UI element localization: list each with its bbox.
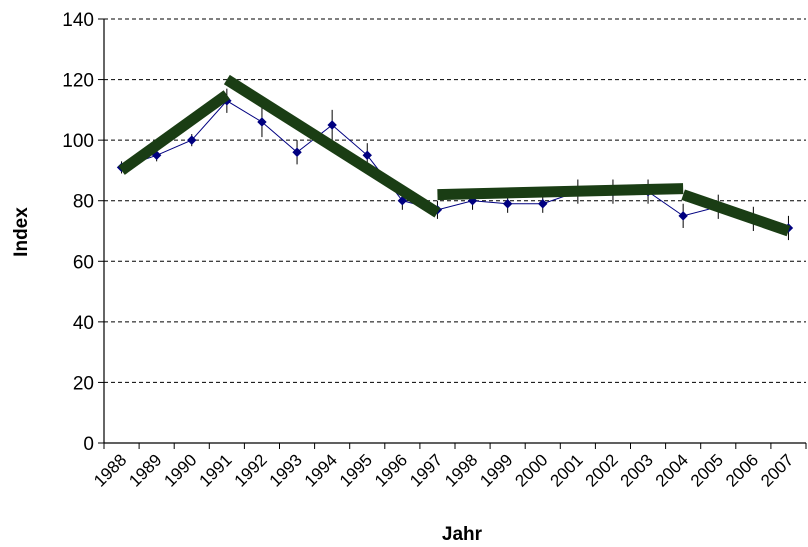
data-point <box>678 211 688 221</box>
x-tick-label: 1999 <box>476 450 516 490</box>
x-tick-labels: 1988198919901991199219931994199519961997… <box>90 450 797 490</box>
error-bars <box>121 88 789 241</box>
trend-segment <box>223 74 441 218</box>
y-axis-title: Index <box>11 207 32 257</box>
y-tick-label: 20 <box>73 373 94 394</box>
x-tick-label: 2005 <box>687 450 727 490</box>
data-markers <box>116 96 794 233</box>
x-tick-label: 2003 <box>617 450 657 490</box>
data-point <box>187 135 197 145</box>
data-point <box>292 147 302 157</box>
data-point <box>327 120 337 130</box>
x-tick-label: 1989 <box>125 450 165 490</box>
x-axis-title: Jahr <box>442 524 483 545</box>
x-tick-label: 2007 <box>757 450 797 490</box>
x-tick-label: 2006 <box>722 450 762 490</box>
axes <box>98 18 807 449</box>
x-tick-label: 2002 <box>582 450 622 490</box>
x-tick-label: 1994 <box>301 450 341 490</box>
data-point <box>397 196 408 206</box>
trend-segment <box>437 183 684 201</box>
x-tick-label: 1988 <box>90 450 130 490</box>
trend-segment <box>681 189 791 237</box>
x-tick-label: 1992 <box>231 450 271 490</box>
x-tick-label: 2000 <box>511 450 551 490</box>
x-tick-label: 1996 <box>371 450 411 490</box>
data-point <box>257 117 267 127</box>
x-tick-label: 1995 <box>336 450 376 490</box>
y-tick-labels: 0 20 40 60 80 100 120 140 <box>62 10 94 455</box>
x-tick-label: 2001 <box>546 450 586 490</box>
data-series-line <box>121 100 789 229</box>
x-tick-label: 1997 <box>406 450 446 490</box>
series-line <box>121 100 789 229</box>
y-tick-label: 0 <box>83 434 94 455</box>
y-tick-label: 40 <box>73 313 94 334</box>
x-tick-label: 1993 <box>266 450 306 490</box>
x-tick-label: 1998 <box>441 450 481 490</box>
x-tick-label: 1990 <box>160 450 200 490</box>
y-tick-label: 120 <box>62 71 94 92</box>
data-point <box>538 199 548 209</box>
data-point <box>502 199 513 209</box>
trend-segment <box>118 90 231 175</box>
trend-segments <box>118 74 791 237</box>
data-point <box>362 150 372 160</box>
x-tick-label: 2004 <box>652 450 692 490</box>
y-tick-label: 60 <box>73 252 94 273</box>
x-tick-label: 1991 <box>195 450 235 490</box>
y-tick-label: 80 <box>73 192 94 213</box>
y-tick-label: 140 <box>62 10 94 31</box>
y-tick-label: 100 <box>62 131 94 152</box>
